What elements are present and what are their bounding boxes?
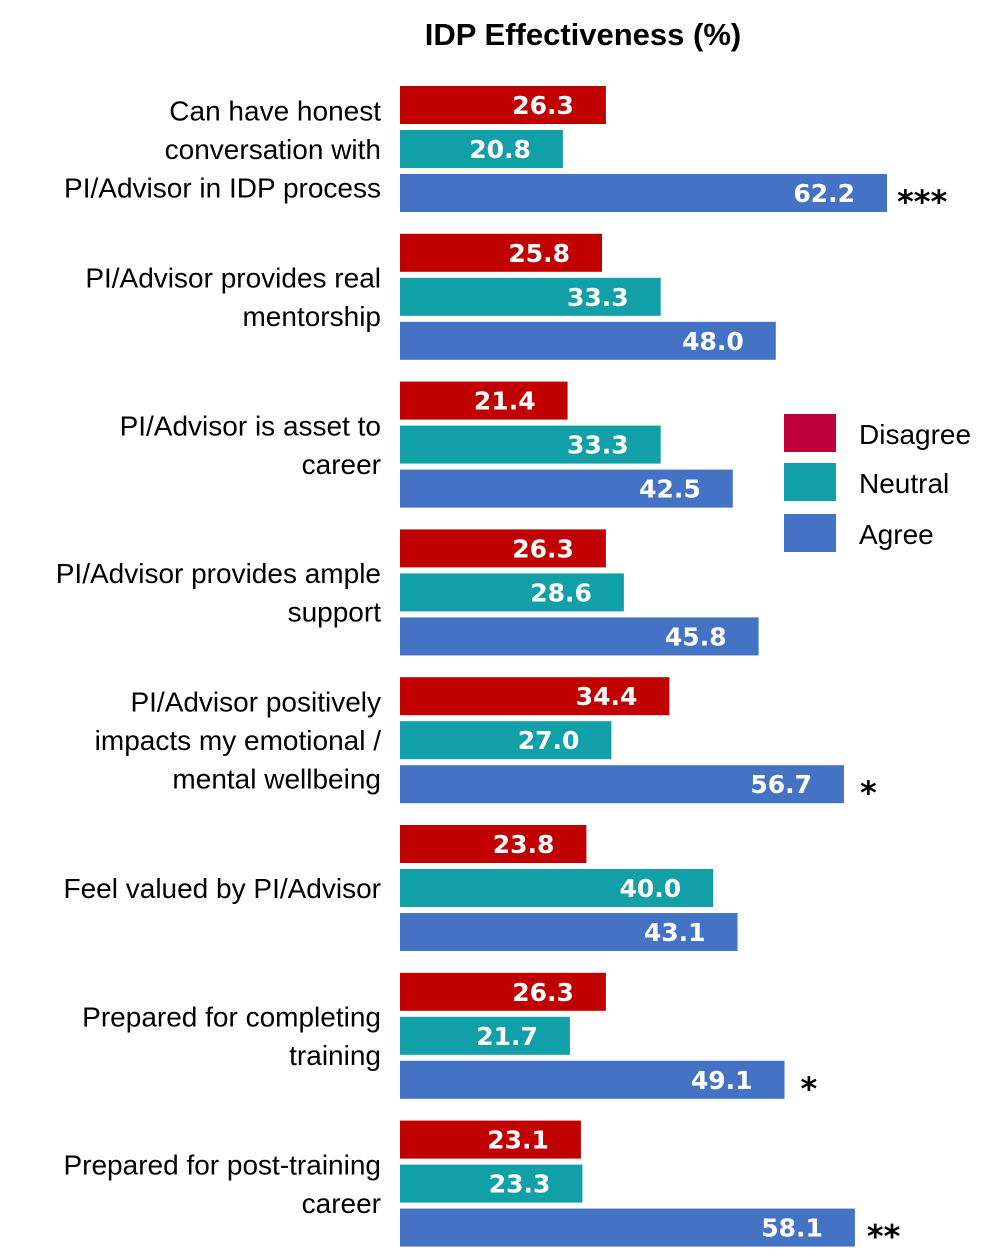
chart-title: IDP Effectiveness (%): [425, 17, 741, 52]
category-labels-layer: Can have honest conversation with PI/Advis…: [56, 96, 381, 1219]
bar-value-label: 28.6: [530, 578, 592, 607]
bar-agree: [400, 174, 887, 212]
bar-agree: [400, 1208, 855, 1247]
category-label-line: PI/Advisor provides real: [85, 263, 381, 294]
bar-value-label: 45.8: [665, 622, 727, 651]
bar-neutral: [400, 573, 624, 612]
category-label-line: impacts my emotional /: [95, 725, 382, 756]
bar-neutral: [400, 1016, 570, 1055]
legend-label-agree: Agree: [859, 519, 934, 550]
bar-disagree: [400, 1120, 581, 1159]
bar-value-label: 25.8: [508, 239, 570, 268]
bar-value-label: 56.7: [750, 770, 812, 799]
significance-marker: *: [801, 1070, 818, 1108]
category-label-line: Can have honest: [169, 96, 381, 127]
bar-disagree: [400, 972, 606, 1011]
category-label-line: training: [289, 1040, 381, 1071]
category-label-line: PI/Advisor in IDP process: [64, 173, 381, 204]
bar-value-label: 23.8: [493, 830, 555, 859]
bar-value-label: 27.0: [518, 726, 580, 755]
bar-value-label: 26.3: [512, 534, 574, 563]
bar-value-label: 48.0: [682, 327, 744, 356]
legend-swatch-agree: [784, 514, 836, 552]
bar-value-label: 21.7: [476, 1022, 538, 1051]
legend-swatch-neutral: [784, 463, 836, 501]
category-label-line: PI/Advisor provides ample: [56, 558, 381, 589]
bar-agree: [400, 1060, 785, 1099]
legend: Disagree Neutral Agree: [784, 414, 971, 552]
bar-agree: [400, 765, 844, 804]
bar-disagree: [400, 529, 606, 568]
bar-neutral: [400, 425, 661, 464]
bar-value-label: 49.1: [691, 1066, 753, 1095]
bar-disagree: [400, 86, 606, 124]
bar-value-label: 33.3: [567, 431, 629, 460]
bar-value-label: 21.4: [474, 387, 536, 416]
bar-agree: [400, 321, 776, 360]
bar-neutral: [400, 721, 612, 760]
bar-value-label: 34.4: [576, 682, 638, 711]
category-label-line: PI/Advisor is asset to: [120, 410, 381, 441]
bar-value-label: 62.2: [793, 179, 855, 208]
category-label-line: Feel valued by PI/Advisor: [64, 873, 382, 904]
significance-marker: ***: [897, 183, 947, 221]
bar-agree: [400, 469, 733, 508]
bar-disagree: [400, 677, 670, 716]
bar-value-label: 33.3: [567, 283, 629, 312]
category-label-line: PI/Advisor positively: [130, 687, 381, 718]
bar-disagree: [400, 233, 602, 272]
legend-label-neutral: Neutral: [859, 468, 949, 499]
bar-value-label: 58.1: [761, 1214, 823, 1243]
bar-neutral: [400, 277, 661, 316]
bar-value-label: 26.3: [512, 978, 574, 1007]
bar-value-label: 23.3: [489, 1170, 551, 1199]
category-label-line: Prepared for completing: [82, 1002, 381, 1033]
category-label-line: Prepared for post-training: [63, 1149, 381, 1180]
category-label-line: mentorship: [242, 301, 381, 332]
significance-marker: *: [860, 774, 877, 812]
category-label-line: mental wellbeing: [172, 764, 381, 795]
bar-value-label: 23.1: [487, 1126, 549, 1155]
bar-agree: [400, 913, 738, 951]
bar-value-label: 40.0: [620, 874, 682, 903]
bar-neutral: [400, 869, 714, 907]
bar-value-label: 20.8: [469, 135, 531, 164]
category-label-line: conversation with: [165, 134, 381, 165]
legend-label-disagree: Disagree: [859, 419, 971, 450]
significance-marker: **: [867, 1218, 901, 1256]
bar-agree: [400, 617, 759, 656]
bar-disagree: [400, 381, 568, 420]
bar-value-label: 42.5: [639, 475, 701, 504]
category-label-line: career: [302, 449, 381, 480]
bar-value-label: 26.3: [512, 91, 574, 120]
category-label-line: support: [288, 597, 382, 628]
bars-layer: 26.320.862.2 ***25.833.348.021.433.342.52…: [400, 86, 947, 1256]
bar-neutral: [400, 130, 563, 168]
category-label-line: career: [302, 1188, 381, 1219]
bar-disagree: [400, 825, 587, 863]
legend-swatch-disagree: [784, 414, 836, 452]
bar-neutral: [400, 1164, 583, 1203]
bar-value-label: 43.1: [644, 918, 706, 947]
